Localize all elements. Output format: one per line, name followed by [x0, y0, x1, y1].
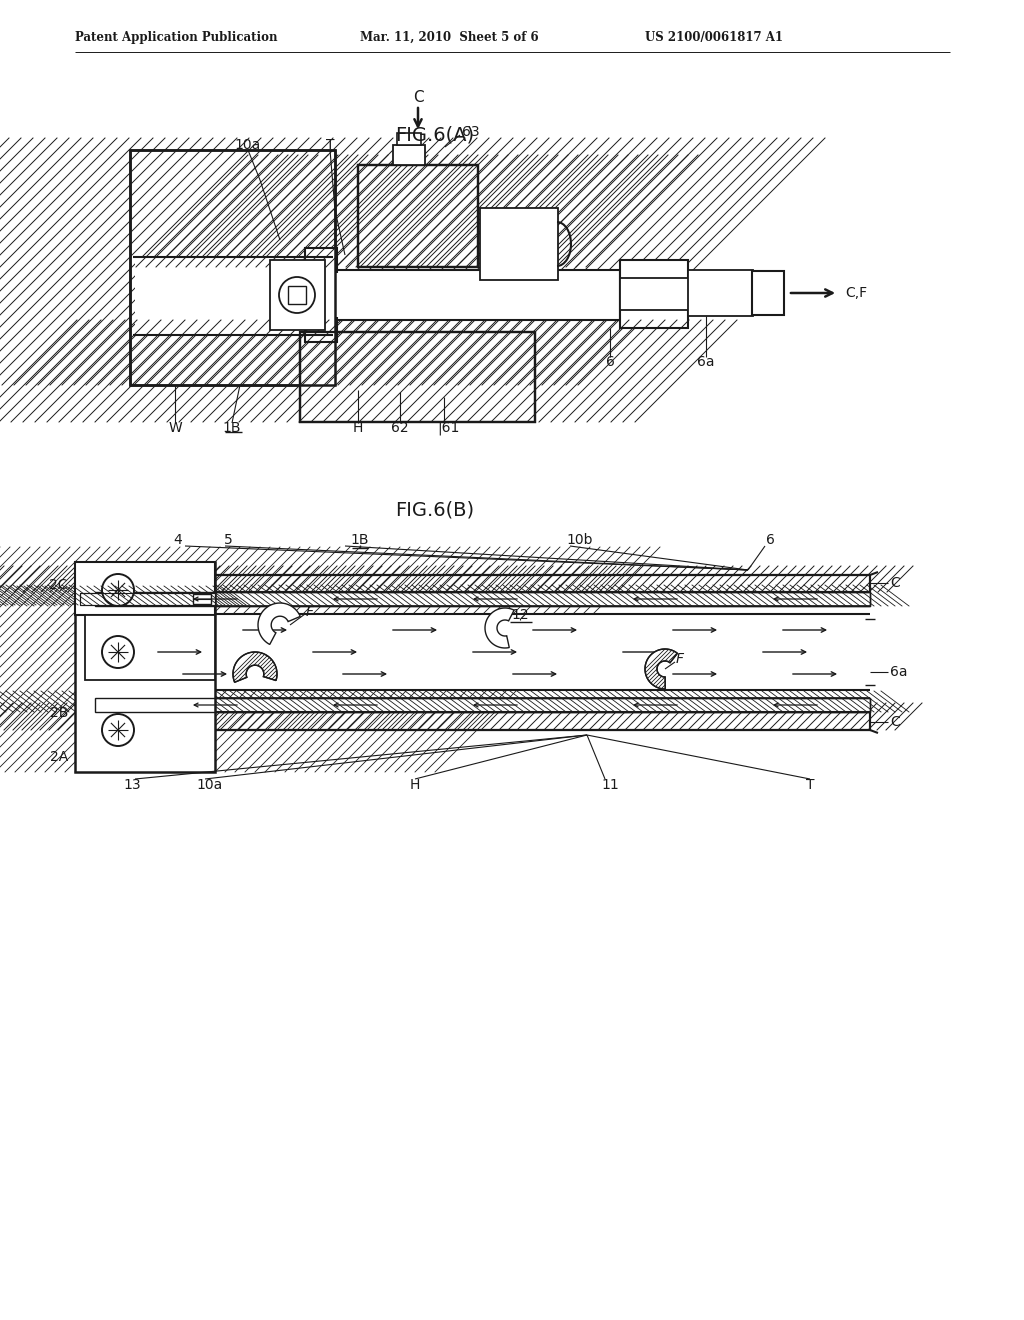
Text: 13: 13 — [123, 777, 141, 792]
Bar — [300, 333, 535, 422]
Text: 63: 63 — [462, 125, 479, 139]
Text: 1B: 1B — [351, 533, 370, 546]
Bar — [193, 594, 211, 605]
Text: 2B: 2B — [49, 706, 68, 719]
Bar — [95, 591, 870, 606]
Bar — [95, 591, 870, 606]
Text: Mar. 11, 2010  Sheet 5 of 6: Mar. 11, 2010 Sheet 5 of 6 — [360, 30, 539, 44]
Text: C: C — [890, 715, 900, 729]
Polygon shape — [645, 649, 678, 689]
Bar — [130, 150, 335, 385]
Bar — [20, 557, 220, 772]
Bar — [288, 286, 306, 304]
Bar — [270, 260, 325, 330]
Text: 2C: 2C — [49, 578, 68, 591]
Bar — [325, 271, 620, 319]
Text: 10a: 10a — [197, 777, 223, 792]
Bar — [327, 273, 618, 317]
Bar — [305, 248, 337, 342]
Text: F: F — [306, 605, 314, 619]
Bar — [80, 593, 215, 605]
Polygon shape — [233, 652, 278, 682]
Text: 2A: 2A — [50, 750, 68, 764]
Bar — [75, 562, 215, 772]
Bar — [95, 576, 870, 591]
Bar — [95, 711, 870, 730]
Bar — [95, 711, 870, 730]
Bar — [95, 591, 870, 606]
Bar — [95, 698, 870, 711]
Bar — [130, 150, 335, 385]
Bar — [95, 698, 870, 711]
Bar — [300, 333, 535, 422]
Polygon shape — [258, 603, 300, 644]
Text: FIG.6(A): FIG.6(A) — [395, 125, 474, 144]
Bar — [393, 145, 425, 165]
Bar — [300, 333, 535, 422]
Text: C: C — [890, 576, 900, 590]
Bar — [20, 557, 220, 772]
Bar — [135, 257, 333, 335]
Bar — [358, 165, 478, 267]
Text: C: C — [413, 91, 423, 106]
Bar — [752, 271, 784, 315]
Circle shape — [102, 574, 134, 606]
Bar — [358, 165, 478, 267]
Text: T: T — [326, 139, 334, 152]
Bar — [95, 614, 870, 690]
Text: 11: 11 — [601, 777, 618, 792]
Bar — [397, 133, 421, 145]
Bar — [358, 165, 478, 267]
Text: FIG.6(B): FIG.6(B) — [395, 500, 474, 520]
Text: US 2100/0061817 A1: US 2100/0061817 A1 — [645, 30, 783, 44]
Bar — [95, 698, 870, 711]
Text: H: H — [353, 421, 364, 436]
Bar — [95, 711, 870, 730]
Text: 10b: 10b — [566, 533, 593, 546]
Bar — [20, 557, 220, 772]
Polygon shape — [485, 609, 514, 648]
Text: H: H — [410, 777, 420, 792]
Bar — [620, 279, 755, 310]
Text: T: T — [806, 777, 814, 792]
Text: 62: 62 — [391, 421, 409, 436]
Text: C,F: C,F — [845, 286, 867, 300]
Text: 12: 12 — [511, 609, 528, 622]
Text: 6a: 6a — [890, 665, 907, 678]
Text: 6: 6 — [766, 533, 774, 546]
Bar — [75, 562, 215, 615]
Text: 4: 4 — [174, 533, 182, 546]
Bar — [85, 615, 215, 680]
Text: Patent Application Publication: Patent Application Publication — [75, 30, 278, 44]
Bar — [620, 260, 688, 327]
Polygon shape — [233, 652, 278, 682]
Circle shape — [102, 714, 134, 746]
Circle shape — [279, 277, 315, 313]
Circle shape — [102, 636, 134, 668]
Bar — [95, 576, 870, 591]
Text: F: F — [676, 652, 684, 667]
Bar — [80, 593, 215, 605]
Text: W: W — [168, 421, 182, 436]
Text: 6: 6 — [605, 355, 614, 370]
Text: 1B: 1B — [223, 421, 242, 436]
Bar — [623, 263, 685, 325]
Text: 6a: 6a — [697, 355, 715, 370]
Text: 10a: 10a — [234, 139, 261, 152]
Bar — [688, 271, 753, 315]
Bar — [95, 576, 870, 591]
Bar — [130, 150, 335, 385]
Text: |61: |61 — [437, 421, 460, 436]
Text: 5: 5 — [223, 533, 232, 546]
Bar — [480, 209, 558, 280]
Bar — [80, 593, 215, 605]
Polygon shape — [645, 649, 678, 689]
